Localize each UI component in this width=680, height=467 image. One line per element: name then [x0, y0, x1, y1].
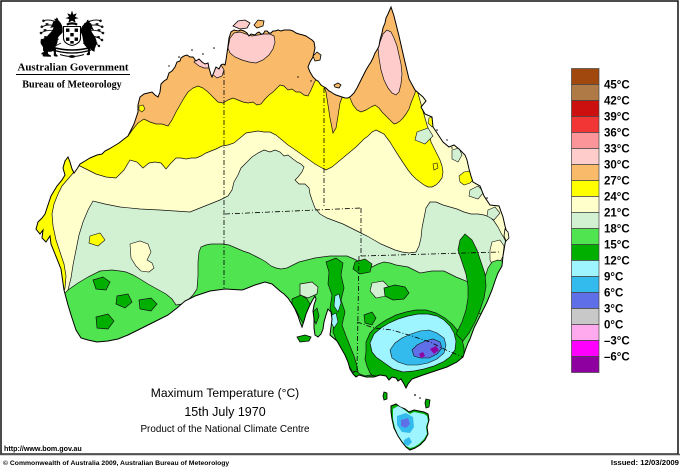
svg-text:15°C: 15°C: [604, 240, 630, 252]
svg-text:0°C: 0°C: [604, 320, 623, 332]
svg-text:15th July 1970: 15th July 1970: [184, 405, 265, 419]
svg-text:39°C: 39°C: [604, 112, 630, 124]
svg-text:33°C: 33°C: [604, 144, 630, 156]
svg-text:45°C: 45°C: [604, 80, 630, 92]
svg-text:Product of the National Climat: Product of the National Climate Centre: [140, 424, 310, 435]
svg-text:© Commonwealth of Australia 20: © Commonwealth of Australia 2009, Austra…: [3, 459, 229, 467]
svg-text:42°C: 42°C: [604, 96, 630, 108]
svg-text:6°C: 6°C: [604, 288, 623, 300]
svg-text:Issued: 12/03/2009: Issued: 12/03/2009: [611, 458, 680, 467]
svg-text:36°C: 36°C: [604, 128, 630, 140]
svg-text:27°C: 27°C: [604, 176, 630, 188]
svg-text:9°C: 9°C: [604, 272, 623, 284]
svg-text:3°C: 3°C: [604, 304, 623, 316]
svg-text:–6°C: –6°C: [604, 352, 630, 364]
svg-text:Maximum Temperature (°C): Maximum Temperature (°C): [151, 386, 299, 400]
svg-text:Australian Government: Australian Government: [17, 62, 128, 74]
svg-text:21°C: 21°C: [604, 208, 630, 220]
svg-text:18°C: 18°C: [604, 224, 630, 236]
svg-text:12°C: 12°C: [604, 256, 630, 268]
svg-text:30°C: 30°C: [604, 160, 630, 172]
svg-text:24°C: 24°C: [604, 192, 630, 204]
svg-text:Bureau of Meteorology: Bureau of Meteorology: [22, 80, 121, 91]
svg-text:http://www.bom.gov.au: http://www.bom.gov.au: [4, 445, 82, 453]
svg-text:–3°C: –3°C: [604, 336, 630, 348]
